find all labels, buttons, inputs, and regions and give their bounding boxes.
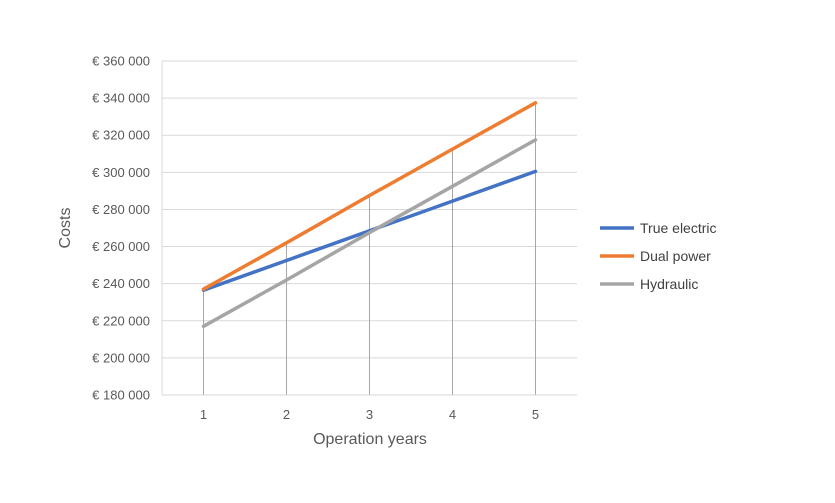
- y-tick-label: € 340 000: [92, 91, 150, 106]
- y-axis-tick-labels: € 180 000 € 200 000 € 220 000 € 240 000 € 26…: [92, 54, 150, 403]
- y-tick-label: € 300 000: [92, 165, 150, 180]
- x-axis-tick-labels: 1 2 3 4 5: [200, 407, 539, 422]
- legend-label: True electric: [640, 220, 717, 236]
- axes: [161, 61, 577, 396]
- y-tick-label: € 320 000: [92, 128, 150, 143]
- y-tick-label: € 360 000: [92, 54, 150, 69]
- y-tick-label: € 180 000: [92, 388, 150, 403]
- y-tick-label: € 200 000: [92, 350, 150, 365]
- x-tick-label: 3: [366, 407, 373, 422]
- x-axis-title: Operation years: [313, 431, 427, 448]
- series-line-hydraulic: [201, 138, 538, 329]
- legend-label: Dual power: [640, 248, 711, 264]
- series-lines: [201, 101, 538, 329]
- y-tick-label: € 260 000: [92, 239, 150, 254]
- x-tick-label: 2: [283, 407, 290, 422]
- legend-label: Hydraulic: [640, 276, 698, 292]
- y-tick-label: € 240 000: [92, 276, 150, 291]
- y-tick-label: € 220 000: [92, 313, 150, 328]
- x-tick-label: 4: [449, 407, 456, 422]
- x-tick-label: 1: [200, 407, 207, 422]
- drop-lines: [203, 102, 536, 395]
- legend: True electric Dual power Hydraulic: [600, 220, 717, 292]
- y-tick-label: € 280 000: [92, 202, 150, 217]
- series-line-dual-power: [201, 101, 538, 291]
- x-tick-label: 5: [532, 407, 539, 422]
- y-axis-title: Costs: [57, 208, 74, 249]
